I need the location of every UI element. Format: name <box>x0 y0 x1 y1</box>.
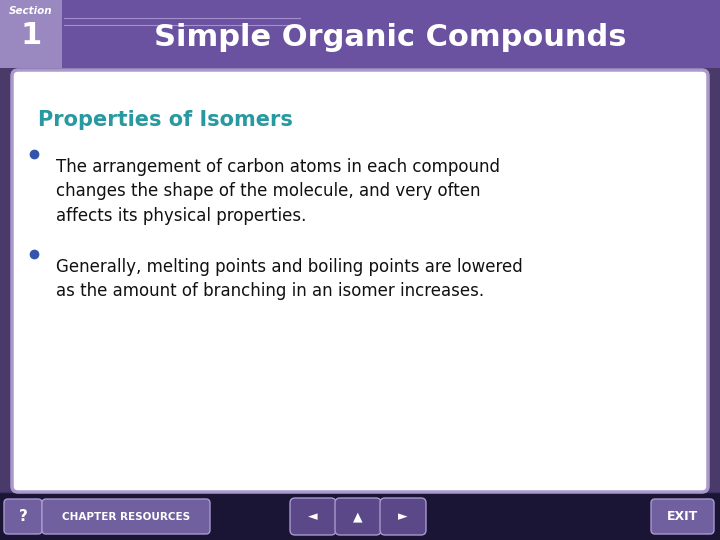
FancyBboxPatch shape <box>651 499 714 534</box>
FancyBboxPatch shape <box>0 0 720 68</box>
Text: ►: ► <box>398 510 408 523</box>
Text: The arrangement of carbon atoms in each compound
changes the shape of the molecu: The arrangement of carbon atoms in each … <box>56 158 500 225</box>
FancyBboxPatch shape <box>290 498 336 535</box>
Text: Properties of Isomers: Properties of Isomers <box>38 110 293 130</box>
Text: ?: ? <box>19 509 27 524</box>
Text: CHAPTER RESOURCES: CHAPTER RESOURCES <box>62 511 190 522</box>
FancyBboxPatch shape <box>0 492 720 540</box>
Text: 1: 1 <box>20 21 42 50</box>
FancyBboxPatch shape <box>42 499 210 534</box>
FancyBboxPatch shape <box>0 0 62 68</box>
FancyBboxPatch shape <box>335 498 381 535</box>
FancyBboxPatch shape <box>12 70 708 492</box>
Text: ◄: ◄ <box>308 510 318 523</box>
Text: Generally, melting points and boiling points are lowered
as the amount of branch: Generally, melting points and boiling po… <box>56 258 523 300</box>
FancyBboxPatch shape <box>380 498 426 535</box>
Text: Simple Organic Compounds: Simple Organic Compounds <box>154 23 626 51</box>
FancyBboxPatch shape <box>4 499 42 534</box>
Text: ▲: ▲ <box>354 510 363 523</box>
Text: EXIT: EXIT <box>667 510 698 523</box>
Text: Section: Section <box>9 6 53 16</box>
